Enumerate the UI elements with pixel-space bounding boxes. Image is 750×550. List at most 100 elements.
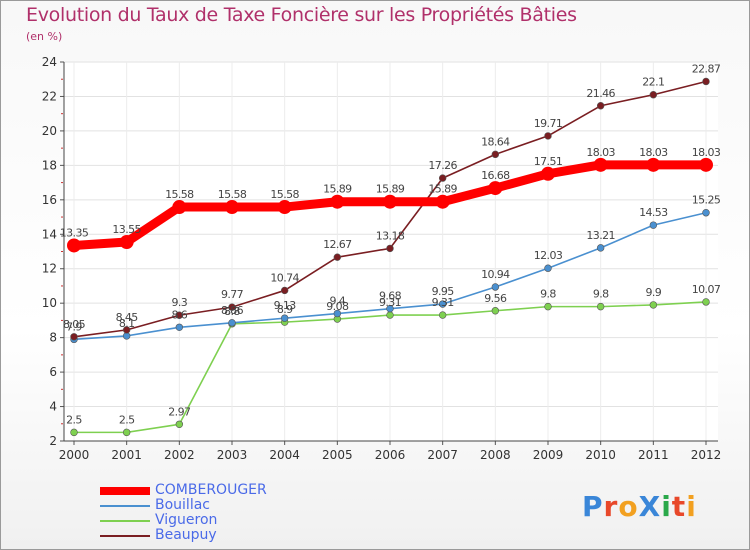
data-label: 17.26 [428,159,457,172]
logo-letter: i [661,490,672,523]
data-point [386,244,394,253]
data-label: 9.9 [645,286,661,299]
data-label: 15.58 [218,188,247,201]
data-point [122,326,131,334]
data-point [280,314,289,322]
data-label: 15.58 [270,188,299,201]
data-label: 18.03 [586,146,615,159]
data-label: 8.45 [116,311,139,324]
data-label: 8.8 [224,305,240,318]
data-point [544,264,552,272]
data-label: 7.9 [66,320,82,333]
data-label: 9.68 [379,290,402,303]
data-label: 19.71 [534,117,563,130]
y-tick-label: 22 [42,89,57,103]
data-label: 9.4 [329,295,345,308]
data-label: 10.74 [270,271,299,284]
data-label: 15.89 [323,183,352,196]
x-tick-label: 2006 [375,448,406,462]
x-tick-label: 2010 [585,448,616,462]
data-point [228,303,236,311]
data-point [386,304,394,313]
x-tick-label: 2011 [638,448,669,462]
x-tick-label: 2001 [111,448,142,462]
data-label: 14.53 [639,206,668,219]
data-label: 15.58 [165,188,194,201]
data-point [175,323,184,331]
y-tick-label: 24 [42,55,57,69]
data-point [541,166,555,181]
data-point [175,420,184,428]
legend-swatch [100,535,150,537]
data-point [333,309,342,318]
data-point [277,200,292,215]
data-point [175,311,184,319]
x-tick-label: 2002 [164,448,195,462]
data-label: 22.87 [692,62,721,75]
data-label: 2.97 [168,405,191,418]
data-point [119,235,134,250]
logo-letter: P [582,490,604,523]
y-tick-label: 10 [42,296,57,310]
data-label: 12.03 [534,249,563,262]
y-tick-label: 20 [42,124,57,138]
data-label: 18.03 [639,146,668,159]
data-point [172,200,187,215]
data-point [438,311,447,319]
data-label: 9.8 [540,288,556,301]
data-label: 17.51 [534,155,563,168]
x-tick-label: 2007 [427,448,458,462]
logo-letter: t [671,490,687,523]
data-point [386,311,394,319]
data-label: 9.31 [432,296,454,309]
x-tick-label: 2005 [322,448,353,462]
data-label: 2.5 [119,413,135,426]
y-tick-label: 2 [49,434,57,448]
y-tick-label: 18 [42,158,57,172]
data-point [544,302,552,311]
x-tick-label: 2003 [217,448,248,462]
data-label: 13.21 [586,229,615,242]
data-point [702,298,710,306]
data-label: 13.55 [112,223,141,236]
legend-label: Beaupuy [155,527,217,543]
data-label: 10.94 [481,268,510,281]
data-label: 13.35 [60,226,89,239]
data-point [225,200,239,215]
y-tick-label: 8 [49,331,57,345]
data-point [593,157,608,172]
data-point [646,157,661,172]
data-point [491,307,500,315]
data-label: 8.05 [63,318,86,331]
data-point [70,333,78,341]
data-label: 15.89 [428,183,457,196]
data-point [699,157,713,172]
legend-label: Vigueron [155,512,218,528]
data-label: 18.03 [692,146,721,159]
legend-swatch [100,520,150,522]
logo-letter: X [638,490,662,523]
x-tick-label: 2009 [533,448,564,462]
data-point [596,102,605,110]
x-tick-label: 2000 [59,448,90,462]
y-tick-label: 16 [42,193,57,207]
data-point [383,194,397,209]
data-label: 9.3 [171,296,187,309]
logo-letter: r [603,490,619,523]
legend-label: Bouillac [155,497,210,513]
logo-letter: i [686,490,697,523]
legend-swatch [100,505,150,507]
data-point [438,174,447,182]
legend-label: COMBEROUGER [155,482,267,498]
y-tick-label: 14 [42,227,57,241]
data-point [67,238,81,253]
legend-swatch [100,487,150,495]
data-label: 9.13 [274,299,297,312]
y-tick-label: 12 [42,262,57,276]
data-label: 8.9 [277,303,293,316]
data-point [491,283,500,291]
data-label: 8.86 [221,304,244,317]
data-point [228,319,236,327]
data-label: 9.95 [432,285,455,298]
